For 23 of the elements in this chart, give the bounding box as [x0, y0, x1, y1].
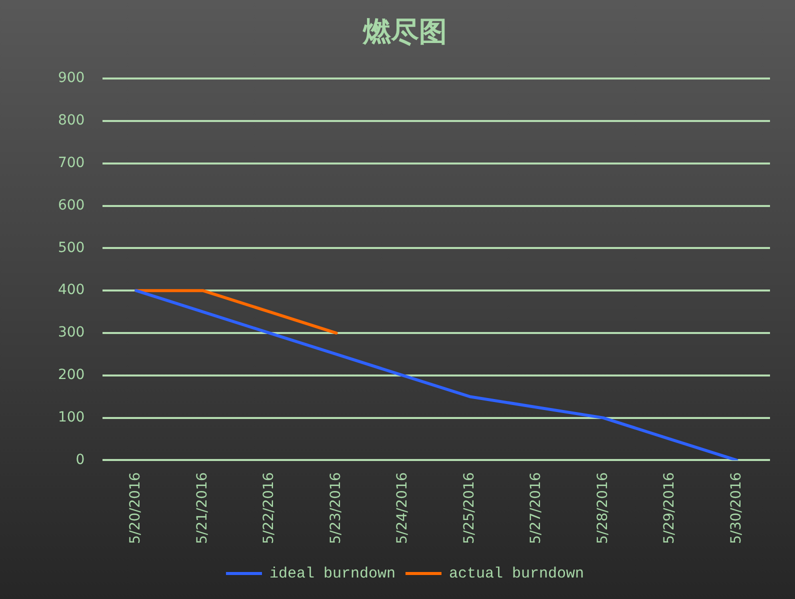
x-tick-label: 5/30/2016	[728, 472, 744, 544]
y-tick-label: 0	[76, 452, 85, 468]
x-tick-label: 5/27/2016	[528, 472, 544, 544]
y-tick-label: 900	[58, 70, 85, 86]
x-tick-label: 5/28/2016	[594, 472, 611, 544]
x-tick-label: 5/29/2016	[662, 472, 678, 544]
y-tick-label: 700	[58, 155, 85, 172]
legend-label: actual burndown	[449, 565, 584, 582]
y-tick-label: 500	[58, 240, 85, 256]
y-tick-label: 200	[58, 367, 85, 384]
y-tick-label: 600	[58, 197, 85, 214]
x-tick-label: 5/20/2016	[128, 472, 144, 544]
x-tick-label: 5/24/2016	[394, 472, 411, 544]
y-tick-label: 300	[58, 324, 85, 341]
y-tick-label: 400	[58, 282, 85, 298]
x-tick-label: 5/22/2016	[261, 472, 278, 544]
y-tick-label: 800	[58, 112, 85, 129]
chart-title: 燃尽图	[362, 15, 447, 48]
legend-label: ideal burndown	[269, 565, 396, 582]
x-tick-label: 5/25/2016	[461, 472, 478, 544]
x-tick-label: 5/23/2016	[328, 472, 344, 544]
y-tick-label: 100	[58, 409, 85, 426]
x-tick-label: 5/21/2016	[194, 472, 210, 544]
